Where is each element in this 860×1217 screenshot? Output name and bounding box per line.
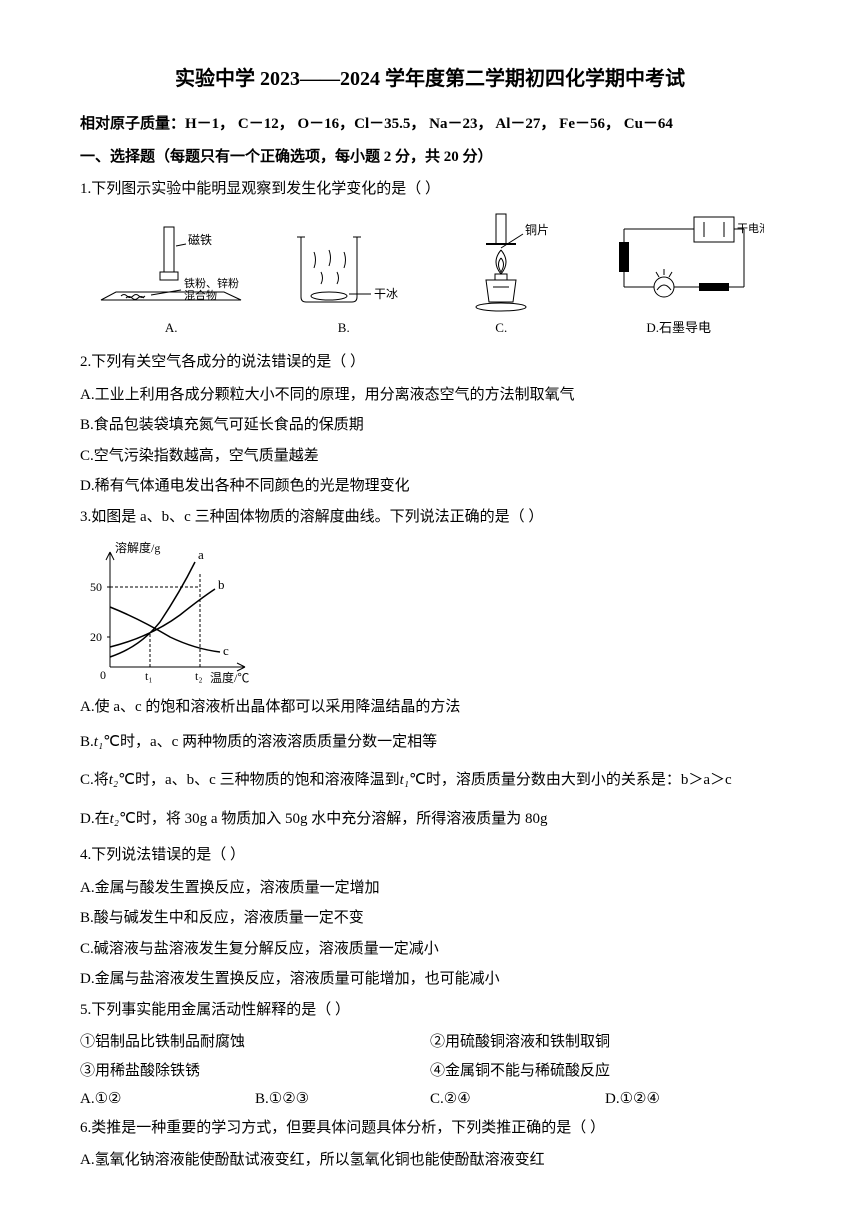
q1-diagrams: 磁铁 铁粉、锌粉 混合物 A. 干冰 B. xyxy=(80,212,780,341)
svg-text:温度/℃: 温度/℃ xyxy=(210,670,249,685)
svg-text:干冰: 干冰 xyxy=(374,287,398,301)
q5-c: C.②④ xyxy=(430,1085,605,1114)
q1-label-b: B. xyxy=(338,316,350,341)
q6-a: A.氢氧化钠溶液能使酚酞试液变红，所以氢氧化铜也能使酚酞溶液变红 xyxy=(80,1146,780,1175)
svg-text:c: c xyxy=(223,643,229,658)
svg-text:50: 50 xyxy=(90,580,102,594)
q5-options: A.①② B.①②③ C.②④ D.①②④ xyxy=(80,1085,780,1114)
q2-c: C.空气污染指数越高，空气质量越差 xyxy=(80,442,780,471)
q1-label-c: C. xyxy=(495,316,507,341)
q4-d: D.金属与盐溶液发生置换反应，溶液质量可能增加，也可能减小 xyxy=(80,965,780,994)
svg-text:混合物: 混合物 xyxy=(184,288,217,302)
atomic-mass-line: 相对原子质量：H－1， C－12， O－16，Cl－35.5， Na－23， A… xyxy=(80,110,780,139)
svg-text:b: b xyxy=(218,577,225,592)
svg-text:铁粉、锌粉: 铁粉、锌粉 xyxy=(184,276,239,290)
flame-diagram: 铜片 xyxy=(441,212,561,312)
q4-b: B.酸与碱发生中和反应，溶液质量一定不变 xyxy=(80,904,780,933)
q5-i2: ②用硫酸铜溶液和铁制取铜 xyxy=(430,1028,780,1057)
q2-b: B.食品包装袋填充氮气可延长食品的保质期 xyxy=(80,411,780,440)
q5-i1: ①铝制品比铁制品耐腐蚀 xyxy=(80,1028,430,1057)
q5-d: D.①②④ xyxy=(605,1085,780,1114)
q1-label-d: D.石墨导电 xyxy=(646,316,711,341)
q5-b: B.①②③ xyxy=(255,1085,430,1114)
q5-items: ①铝制品比铁制品耐腐蚀 ②用硫酸铜溶液和铁制取铜 ③用稀盐酸除铁锈 ④金属铜不能… xyxy=(80,1028,780,1085)
q3-stem: 3.如图是 a、b、c 三种固体物质的溶解度曲线。下列说法正确的是（ ） xyxy=(80,503,780,532)
svg-text:磁铁: 磁铁 xyxy=(188,232,212,247)
svg-text:溶解度/g: 溶解度/g xyxy=(115,540,160,555)
q4-c: C.碱溶液与盐溶液发生复分解反应，溶液质量一定减小 xyxy=(80,935,780,964)
magnet-diagram: 磁铁 铁粉、锌粉 混合物 xyxy=(96,222,246,312)
q3-d: D.在t₂℃时，将 30g a 物质加入 50g 水中充分溶解，所得溶液质量为 … xyxy=(80,805,780,834)
circuit-diagram: 干电池 xyxy=(594,212,764,312)
q2-a: A.工业上利用各成分颗粒大小不同的原理，用分离液态空气的方法制取氧气 xyxy=(80,381,780,410)
q1-diagram-c: 铜片 C. xyxy=(441,212,561,341)
svg-text:0: 0 xyxy=(100,668,106,682)
q5-i3: ③用稀盐酸除铁锈 xyxy=(80,1057,430,1086)
q2-stem: 2.下列有关空气各成分的说法错误的是（ ） xyxy=(80,348,780,377)
svg-text:a: a xyxy=(198,547,204,562)
dryice-diagram: 干冰 xyxy=(279,222,409,312)
q4-stem: 4.下列说法错误的是（ ） xyxy=(80,841,780,870)
q5-i4: ④金属铜不能与稀硫酸反应 xyxy=(430,1057,780,1086)
q1-label-a: A. xyxy=(165,316,178,341)
q3-a: A.使 a、c 的饱和溶液析出晶体都可以采用降温结晶的方法 xyxy=(80,693,780,722)
q1-diagram-d: 干电池 D.石墨导电 xyxy=(594,212,764,341)
q4-a: A.金属与酸发生置换反应，溶液质量一定增加 xyxy=(80,874,780,903)
section-1-header: 一、选择题（每题只有一个正确选项，每小题 2 分，共 20 分） xyxy=(80,143,780,172)
q6-stem: 6.类推是一种重要的学习方式，但要具体问题具体分析，下列类推正确的是（ ） xyxy=(80,1114,780,1143)
q3-b: B.t₁℃时，a、c 两种物质的溶液溶质质量分数一定相等 xyxy=(80,728,780,757)
svg-text:铜片: 铜片 xyxy=(525,222,549,237)
q5-a: A.①② xyxy=(80,1085,255,1114)
q5-stem: 5.下列事实能用金属活动性解释的是（ ） xyxy=(80,996,780,1025)
q1-diagram-a: 磁铁 铁粉、锌粉 混合物 A. xyxy=(96,222,246,341)
q2-d: D.稀有气体通电发出各种不同颜色的光是物理变化 xyxy=(80,472,780,501)
svg-text:20: 20 xyxy=(90,630,102,644)
q1-stem: 1.下列图示实验中能明显观察到发生化学变化的是（ ） xyxy=(80,175,780,204)
q3-c: C.将t₂℃时，a、b、c 三种物质的饱和溶液降温到t₁℃时，溶质质量分数由大到… xyxy=(80,766,780,795)
svg-text:t₂: t₂ xyxy=(195,669,203,683)
q3-graph: 溶解度/g 温度/℃ 50 20 0 t₁ t₂ a b c xyxy=(80,537,780,687)
svg-text:t₁: t₁ xyxy=(145,669,153,683)
q1-diagram-b: 干冰 B. xyxy=(279,222,409,341)
exam-title: 实验中学 2023——2024 学年度第二学期初四化学期中考试 xyxy=(80,60,780,98)
